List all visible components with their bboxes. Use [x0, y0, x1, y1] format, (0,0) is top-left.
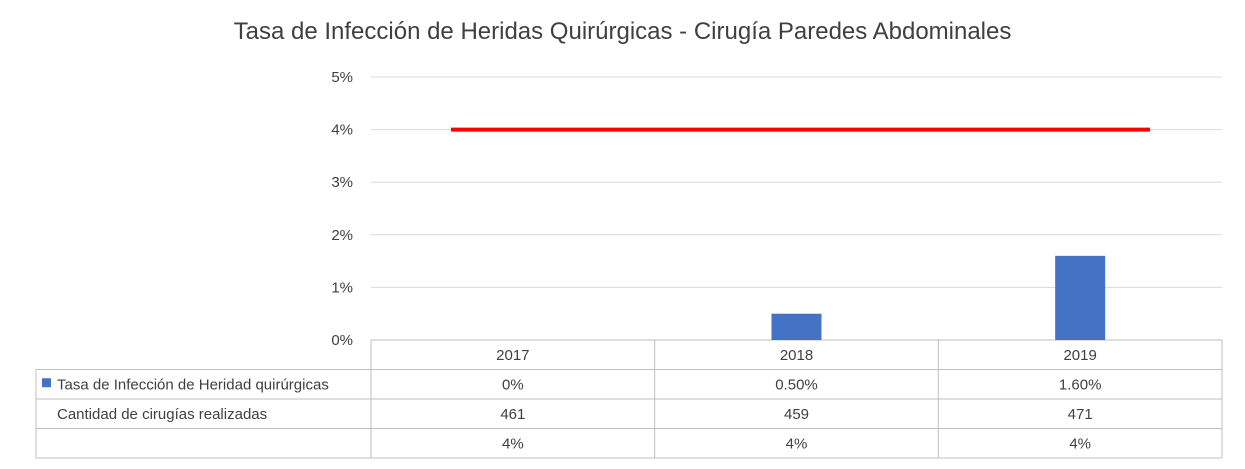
- table-cell-value: 459: [784, 406, 809, 423]
- table-cell-value: 0.50%: [775, 376, 818, 393]
- table-cell-value: 1.60%: [1059, 376, 1102, 393]
- chart-title: Tasa de Infección de Heridas Quirúrgicas…: [233, 18, 1012, 45]
- y-tick-label: 2%: [331, 227, 353, 244]
- table-row-label: Tasa de Infección de Heridad quirúrgicas: [57, 376, 329, 393]
- table-cell-value: 4%: [502, 435, 524, 452]
- y-tick-label: 3%: [331, 174, 353, 191]
- x-category-label: 2019: [1063, 347, 1096, 364]
- y-tick-label: 1%: [331, 279, 353, 296]
- table-cell-value: 471: [1068, 406, 1093, 423]
- table-cell-value: 4%: [1069, 435, 1091, 452]
- y-tick-label: 0%: [331, 332, 353, 349]
- table-cell-value: 4%: [786, 435, 808, 452]
- bar: [1055, 255, 1106, 340]
- table-cell-value: 0%: [502, 376, 524, 393]
- table-row-label: Cantidad de cirugías realizadas: [57, 406, 267, 423]
- table-cell-value: 461: [500, 406, 525, 423]
- y-tick-label: 5%: [331, 69, 353, 86]
- x-category-label: 2018: [780, 347, 813, 364]
- x-category-label: 2017: [496, 347, 529, 364]
- y-tick-label: 4%: [331, 122, 353, 139]
- bar: [771, 313, 822, 340]
- legend-swatch: [42, 378, 51, 388]
